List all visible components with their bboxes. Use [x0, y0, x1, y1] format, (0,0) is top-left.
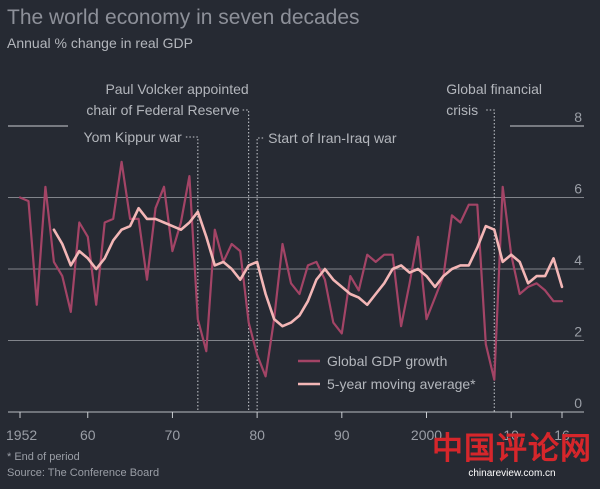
watermark-url: chinareview.com.cn	[468, 468, 556, 479]
grid-layer	[8, 125, 584, 413]
x-tick-label: 2000	[411, 427, 442, 443]
x-tick-label: 16	[554, 427, 570, 443]
series-line-moving-average	[52, 206, 564, 328]
chart-subtitle: Annual % change in real GDP	[7, 35, 193, 51]
legend-label: 5-year moving average*	[327, 376, 476, 392]
y-axis: 0 2 4 6 8	[574, 109, 582, 411]
annotation-label-yom-kippur: Yom Kippur war	[84, 129, 183, 145]
annotation-line-volcker	[242, 109, 250, 412]
y-tick-label: 4	[574, 252, 582, 268]
x-axis: 1952 60 70 80 90 2000 10 16	[6, 412, 570, 443]
y-tick-label: 2	[574, 324, 582, 340]
x-tick-label: 1952	[6, 427, 37, 443]
annotation-label-crisis-line2: crisis	[446, 102, 478, 118]
chart-title: The world economy in seven decades	[7, 6, 360, 29]
x-tick-label: 70	[165, 427, 181, 443]
footnote: * End of period	[7, 451, 80, 463]
annotation-line-yom-kippur	[185, 136, 199, 412]
annotation-label-volcker-line2: chair of Federal Reserve	[86, 102, 240, 118]
chart-legend: Global GDP growth 5-year moving average*	[298, 353, 476, 392]
y-tick-label: 6	[574, 181, 582, 197]
x-tick-label: 10	[503, 427, 519, 443]
x-tick-label: 80	[249, 427, 265, 443]
x-tick-label: 60	[80, 427, 96, 443]
annotation-label-crisis-line1: Global financial	[446, 81, 542, 97]
series-layer	[18, 160, 564, 381]
annotation-label-iran-iraq: Start of Iran-Iraq war	[268, 130, 397, 146]
y-tick-label: 0	[574, 395, 582, 411]
annotation-label-volcker-line1: Paul Volcker appointed	[105, 81, 248, 97]
series-line-gdp-growth	[18, 160, 564, 381]
annotation-layer: Yom Kippur war Paul Volcker appointed chai…	[84, 81, 542, 412]
y-tick-label: 8	[574, 109, 582, 125]
annotation-line-financial-crisis	[486, 109, 495, 412]
watermark-logo: 中国评论网 chinareview.com.cn	[432, 432, 592, 479]
x-tick-label: 90	[334, 427, 350, 443]
watermark-text: 中国评论网	[432, 431, 592, 467]
legend-label: Global GDP growth	[327, 353, 447, 369]
source-note: Source: The Conference Board	[7, 467, 160, 479]
